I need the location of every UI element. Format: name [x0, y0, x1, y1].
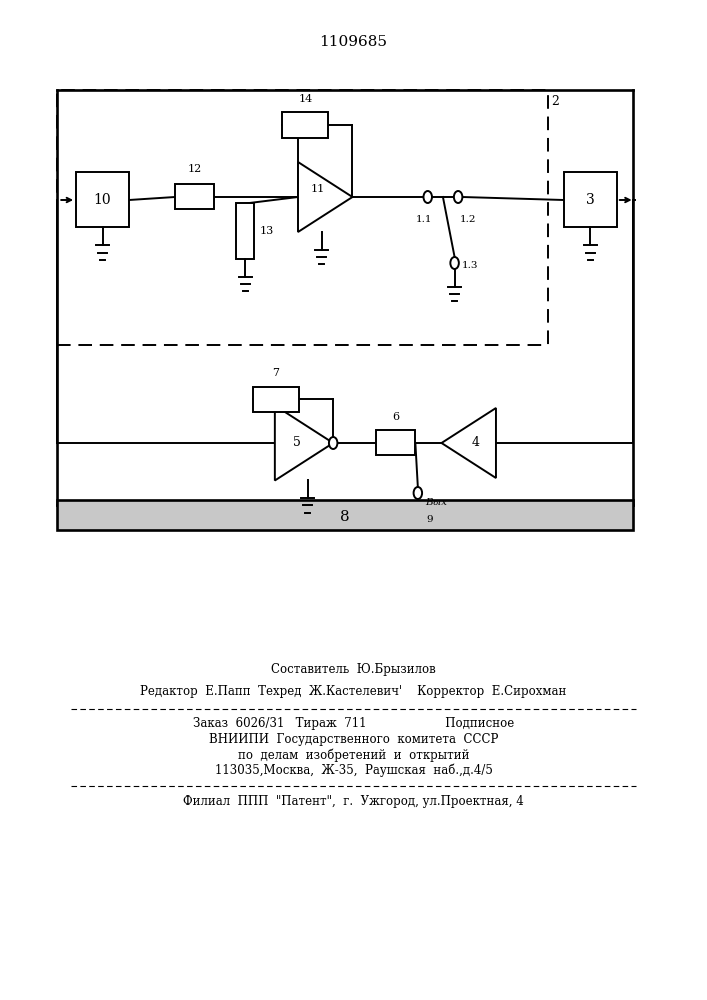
Text: ВНИИПИ  Государственного  комитета  СССР: ВНИИПИ Государственного комитета СССР: [209, 734, 498, 746]
Circle shape: [454, 191, 462, 203]
Bar: [253, 386, 299, 412]
Bar: [377, 430, 416, 455]
Bar: [57, 500, 633, 530]
Text: 13: 13: [260, 226, 274, 236]
Circle shape: [414, 487, 422, 499]
Bar: [564, 172, 617, 227]
Text: Заказ  6026/31   Тираж  711                     Подписное: Заказ 6026/31 Тираж 711 Подписное: [193, 718, 514, 730]
Text: 14: 14: [298, 94, 312, 104]
Text: Вых: Вых: [425, 498, 447, 507]
Text: Редактор  Е.Папп  Техред  Ж.Кастелевич'    Корректор  Е.Сирохман: Редактор Е.Папп Техред Ж.Кастелевич' Кор…: [140, 686, 567, 698]
Text: 2: 2: [551, 95, 559, 108]
Circle shape: [450, 257, 459, 269]
Text: 4: 4: [472, 436, 480, 450]
Text: 113035,Москва,  Ж-35,  Раушская  наб.,д.4/5: 113035,Москва, Ж-35, Раушская наб.,д.4/5: [214, 763, 493, 777]
Text: 1.1: 1.1: [416, 215, 433, 224]
Text: 1109685: 1109685: [320, 35, 387, 49]
Text: Филиал  ППП  "Патент",  г.  Ужгород, ул.Проектная, 4: Филиал ППП "Патент", г. Ужгород, ул.Прое…: [183, 794, 524, 808]
Bar: [76, 172, 129, 227]
Polygon shape: [298, 162, 353, 232]
Text: 12: 12: [187, 164, 201, 174]
Text: 8: 8: [340, 510, 350, 524]
Text: 1.3: 1.3: [462, 260, 478, 269]
Text: 11: 11: [311, 184, 325, 194]
Text: 3: 3: [586, 193, 595, 207]
Circle shape: [423, 191, 432, 203]
Text: 1.2: 1.2: [460, 215, 477, 224]
Text: 7: 7: [272, 368, 279, 378]
Text: по  делам  изобретений  и  открытий: по делам изобретений и открытий: [238, 748, 469, 762]
Circle shape: [329, 437, 337, 449]
Text: Составитель  Ю.Брызилов: Составитель Ю.Брызилов: [271, 664, 436, 676]
Polygon shape: [441, 408, 496, 478]
Text: 6: 6: [392, 412, 399, 422]
Bar: [175, 184, 214, 209]
Bar: [282, 112, 328, 137]
Text: 9: 9: [426, 515, 433, 524]
Polygon shape: [275, 406, 333, 480]
Bar: [236, 204, 255, 258]
Text: 10: 10: [94, 193, 111, 207]
Text: 5: 5: [293, 436, 301, 450]
